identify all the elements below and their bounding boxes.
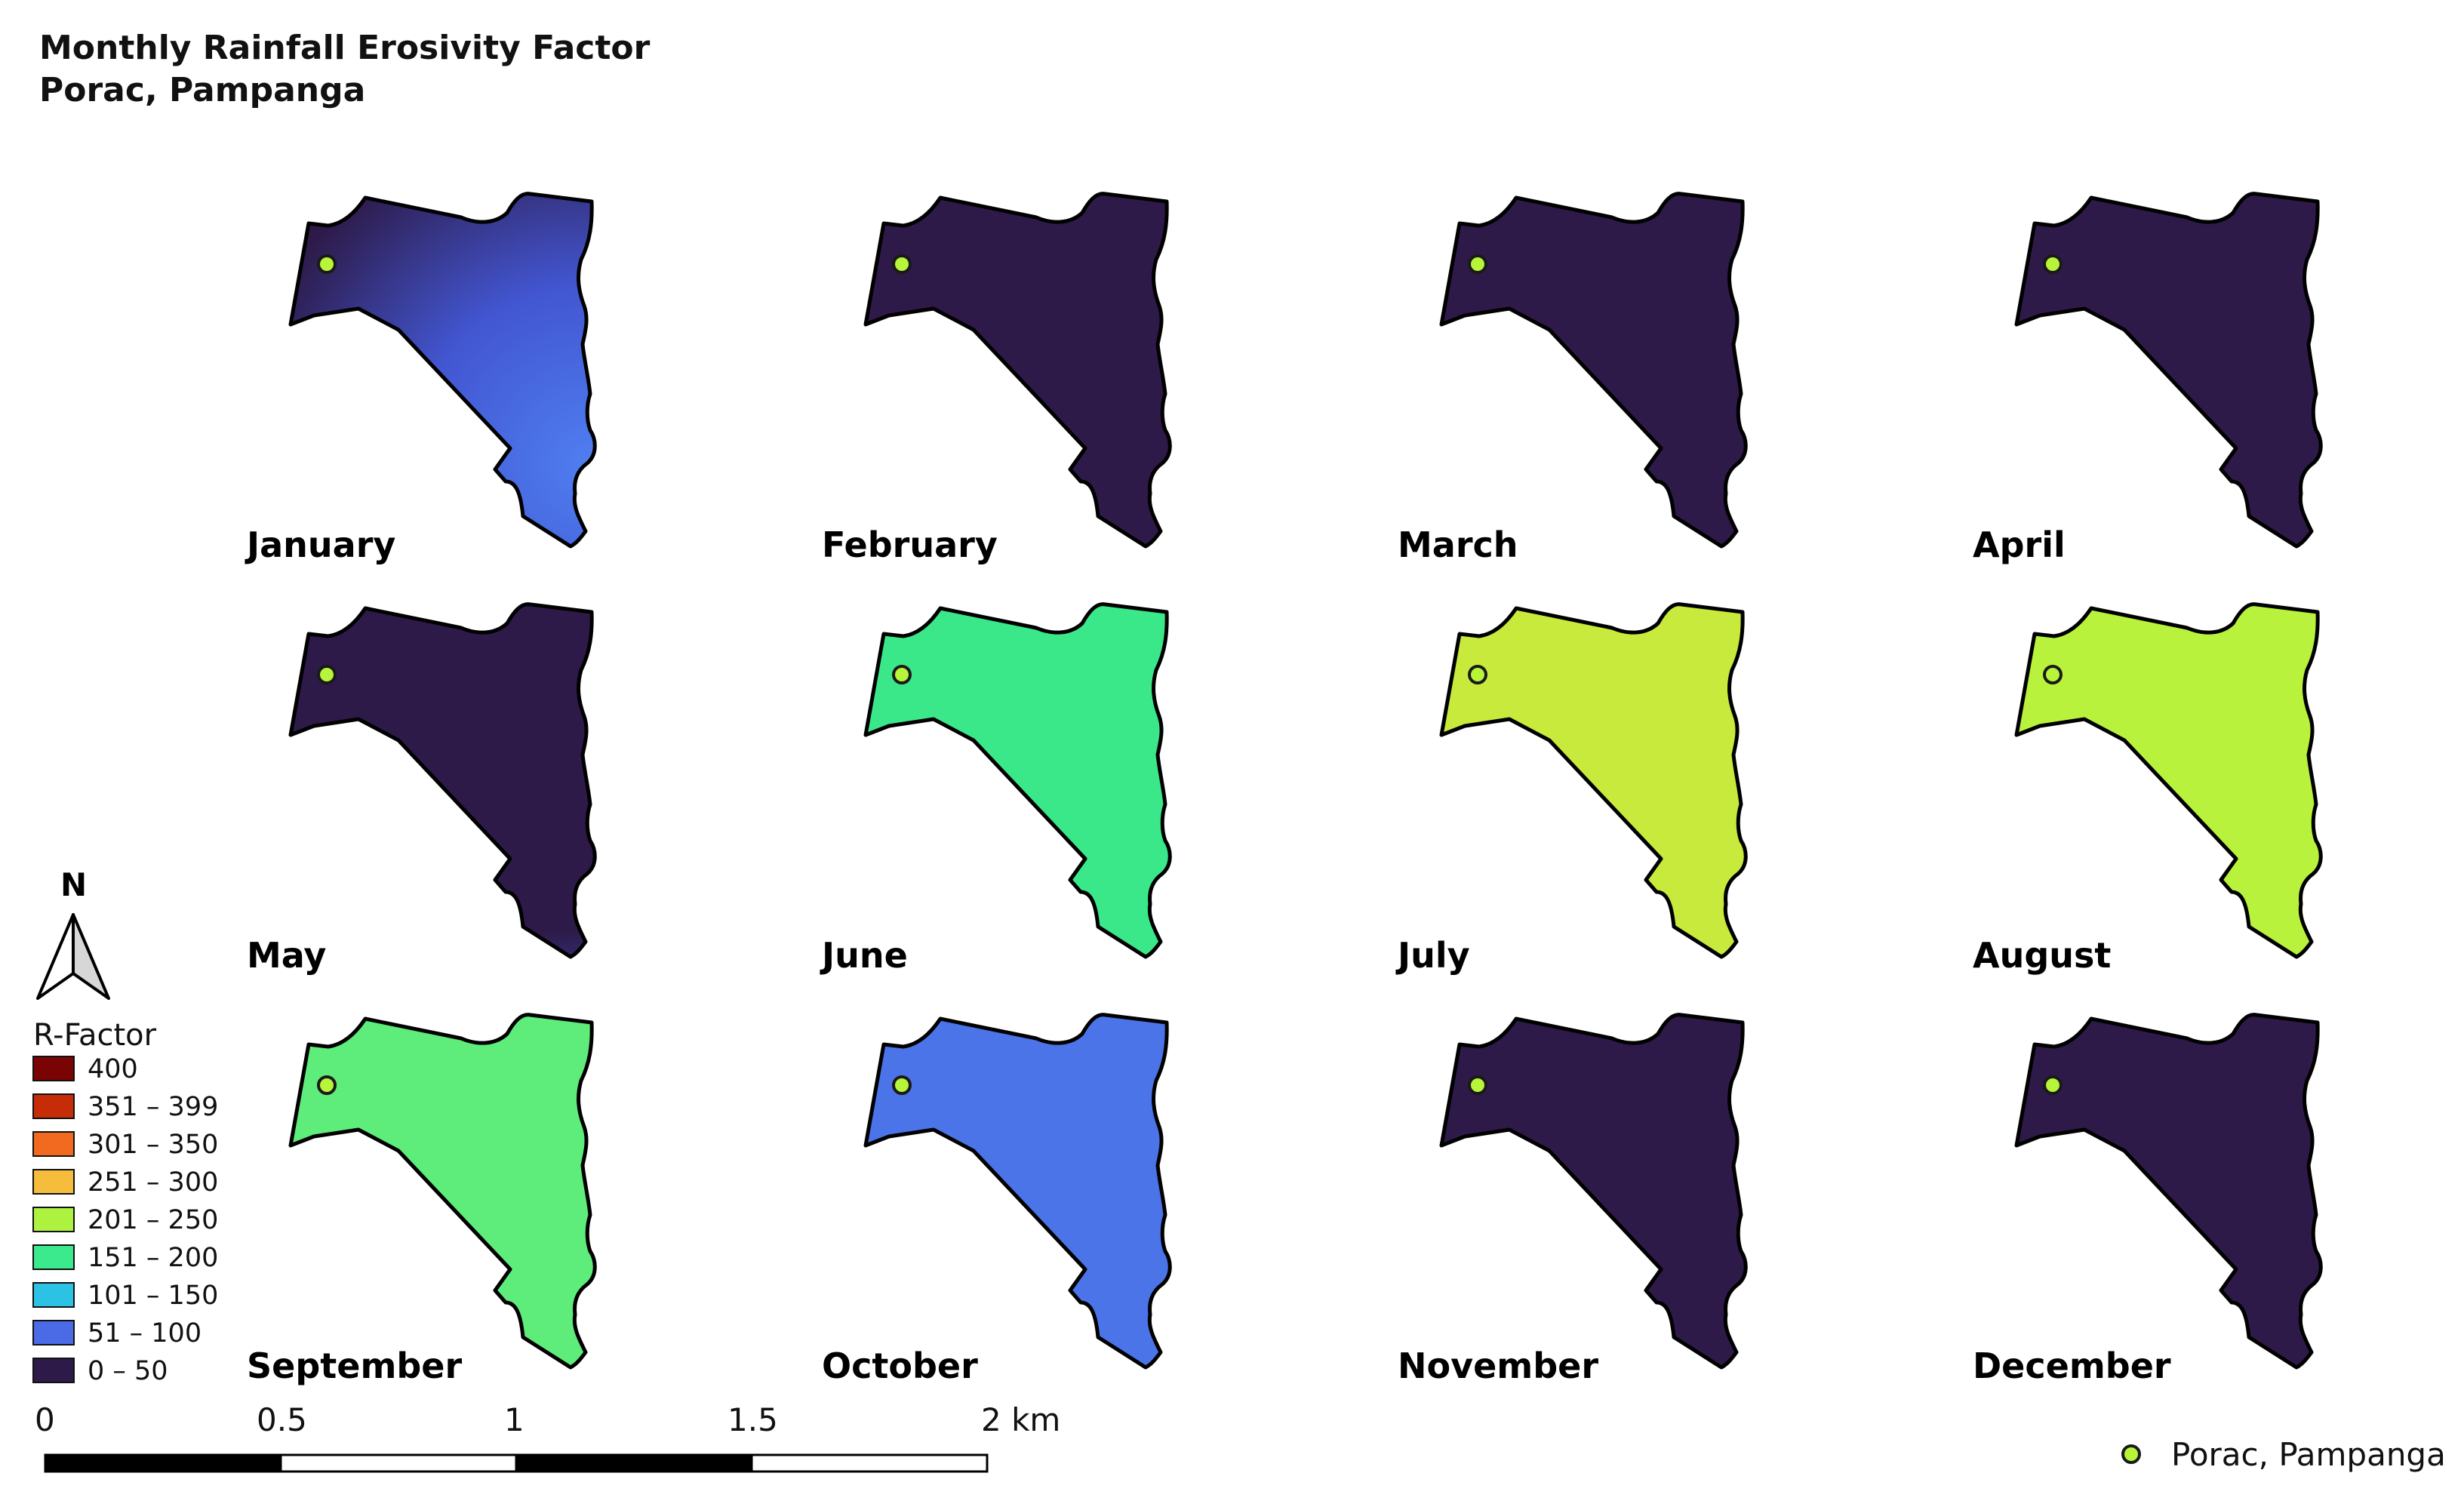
scale-segment-4 <box>750 1453 989 1473</box>
porac-point-icon <box>1468 665 1487 684</box>
scale-tick-label: 1.5 <box>728 1401 778 1438</box>
porac-point-icon <box>1468 1075 1487 1095</box>
map-panel-march: March <box>1398 192 1748 565</box>
legend-label: 400 <box>88 1054 138 1084</box>
map-panel-january: January <box>245 192 597 565</box>
map-panel-december: December <box>1973 1013 2323 1386</box>
region-polygon-august <box>2014 602 2323 959</box>
scale-bar: 0 0.5 1 1.5 2 km <box>35 1401 1060 1473</box>
month-label-october: October <box>822 1345 978 1386</box>
map-panel-may: May <box>247 602 597 976</box>
legend-swatch <box>32 1320 75 1345</box>
legend-swatch <box>32 1282 75 1308</box>
legend-label: 101 – 150 <box>88 1281 218 1311</box>
region-polygon-october <box>863 1013 1172 1370</box>
month-label-february: February <box>822 524 998 565</box>
legend-label: 251 – 300 <box>88 1167 218 1198</box>
region-polygon-december <box>2014 1013 2323 1370</box>
month-label-april: April <box>1973 524 2066 565</box>
map-panel-february: February <box>822 192 1172 565</box>
month-label-may: May <box>247 935 326 976</box>
porac-point-icon <box>317 254 337 274</box>
map-panel-november: November <box>1398 1013 1748 1386</box>
legend-swatch <box>32 1358 75 1383</box>
region-polygon-july <box>1439 602 1748 959</box>
region-polygon-june <box>863 602 1172 959</box>
region-polygon-march <box>1439 192 1748 549</box>
legend-swatch <box>32 1056 75 1081</box>
legend-label: 0 – 50 <box>88 1356 168 1386</box>
month-label-june: June <box>820 935 908 976</box>
month-label-november: November <box>1398 1345 1598 1386</box>
map-title: Monthly Rainfall Erosivity Factor <box>39 29 651 67</box>
legend-swatch <box>32 1207 75 1232</box>
month-label-july: July <box>1395 935 1470 976</box>
legend-title: R-Factor <box>33 1018 157 1053</box>
point-legend-label: Porac, Pampanga <box>2171 1436 2446 1473</box>
porac-point-icon <box>317 1075 337 1095</box>
map-panel-september: September <box>247 1013 597 1386</box>
map-panel-august: August <box>1973 602 2323 976</box>
month-label-december: December <box>1973 1345 2171 1386</box>
legend-label: 51 – 100 <box>88 1318 201 1349</box>
porac-point-icon <box>2043 254 2063 274</box>
porac-point-icon <box>892 1075 912 1095</box>
map-panel-june: June <box>820 602 1172 976</box>
porac-point-icon <box>2043 1075 2063 1095</box>
month-label-august: August <box>1973 935 2111 976</box>
month-label-september: September <box>247 1345 463 1386</box>
month-label-march: March <box>1398 524 1518 565</box>
porac-point-icon <box>892 254 912 274</box>
region-polygon-may <box>288 602 597 959</box>
legend-label: 351 – 399 <box>88 1092 218 1122</box>
porac-point-icon <box>317 665 337 684</box>
month-label-january: January <box>245 524 395 565</box>
scale-tick-label: 2 km <box>981 1401 1060 1438</box>
point-legend: Porac, Pampanga <box>2121 1436 2446 1473</box>
map-subtitle: Porac, Pampanga <box>39 71 365 109</box>
r-factor-legend: R-Factor 400 351 – 399 301 – 350 251 – 300 2… <box>32 1018 218 1386</box>
scale-tick-label: 1 <box>504 1401 524 1438</box>
map-panel-july: July <box>1395 602 1748 976</box>
porac-point-icon <box>1468 254 1487 274</box>
scale-tick-label: 0 <box>35 1401 55 1438</box>
map-panels: January February March April May June July Augu… <box>245 192 2323 1386</box>
region-polygon-february <box>863 192 1172 549</box>
region-polygon-april <box>2014 192 2323 549</box>
porac-point-icon <box>2043 665 2063 684</box>
region-polygon-november <box>1439 1013 1748 1370</box>
point-legend-marker-icon <box>2121 1444 2141 1464</box>
region-polygon-january <box>288 192 597 549</box>
legend-swatch <box>32 1093 75 1119</box>
north-arrow-label: N <box>60 866 87 903</box>
scale-tick-label: 0.5 <box>257 1401 307 1438</box>
scale-segment-2 <box>279 1453 518 1473</box>
legend-swatch <box>32 1169 75 1195</box>
legend-swatch <box>32 1244 75 1270</box>
scale-segment-1 <box>44 1453 282 1473</box>
north-arrow-icon: N <box>36 866 110 1000</box>
porac-point-icon <box>892 665 912 684</box>
legend-swatch <box>32 1131 75 1157</box>
legend-label: 151 – 200 <box>88 1243 218 1273</box>
region-polygon-september <box>288 1013 597 1370</box>
map-panel-april: April <box>1973 192 2323 565</box>
scale-segment-3 <box>515 1453 753 1473</box>
legend-label: 201 – 250 <box>88 1205 218 1235</box>
map-panel-october: October <box>822 1013 1172 1386</box>
legend-label: 301 – 350 <box>88 1130 218 1160</box>
